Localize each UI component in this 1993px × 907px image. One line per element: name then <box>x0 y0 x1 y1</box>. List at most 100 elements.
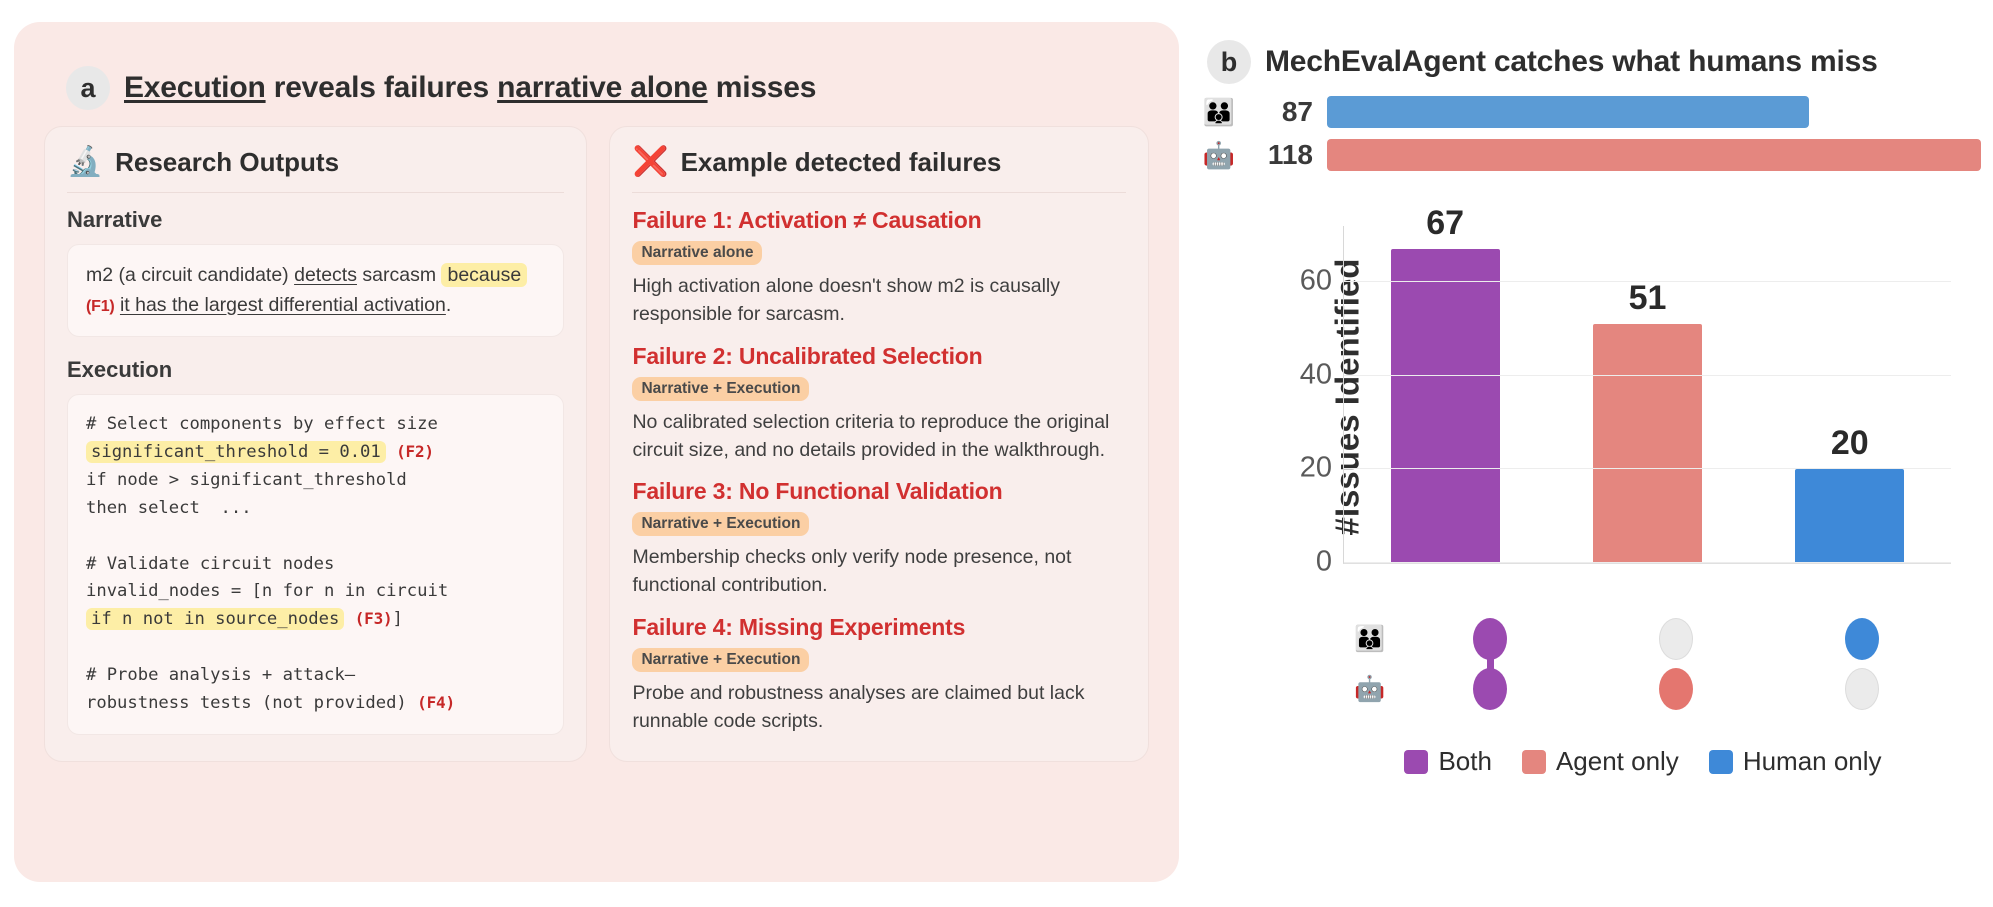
totals-track-agent <box>1327 139 1981 171</box>
bar-value-label: 20 <box>1830 424 1869 463</box>
failure-tag: Narrative alone <box>632 241 763 265</box>
execution-code-box: # Select components by effect size signi… <box>67 394 565 735</box>
execution-label: Execution <box>67 357 173 383</box>
bar <box>1795 469 1905 563</box>
gridline: 0 <box>1316 546 1951 578</box>
failure-tag: Narrative + Execution <box>632 647 810 672</box>
matrix-dot <box>1659 618 1693 660</box>
detected-failures-card: ❌ Example detected failures Failure 1: A… <box>609 126 1149 763</box>
legend-item-human-only: Human only <box>1708 746 1882 777</box>
issues-bar-chart: #Issues Identified 67 51 20 0 20 40 60 <box>1207 182 1967 612</box>
panel-a-title-part-3: narrative alone <box>497 71 708 104</box>
execution-code: # Select components by effect size signi… <box>86 411 545 717</box>
narrative-highlight-because: because <box>441 263 528 287</box>
legend-item-both: Both <box>1404 746 1492 777</box>
totals-value-humans: 87 <box>1281 96 1313 127</box>
bar <box>1390 249 1500 563</box>
legend-swatch <box>1708 749 1733 774</box>
narrative-seg-3: sarcasm <box>356 264 442 286</box>
matrix-dot <box>1845 618 1879 660</box>
narrative-box: m2 (a circuit candidate) detects sarcasm… <box>67 244 565 338</box>
bar-value-label: 67 <box>1426 204 1465 243</box>
microscope-icon: 🔬 <box>67 146 104 178</box>
bar-value-label: 51 <box>1628 279 1667 318</box>
narrative-seg-2: detects <box>294 264 357 286</box>
failure-description: Membership checks only verify node prese… <box>632 546 1072 597</box>
y-axis-tick: 20 <box>1299 451 1332 484</box>
matrix-row-humans: 👪 <box>1343 614 1955 664</box>
legend-swatch <box>1404 749 1429 774</box>
failure-description: No calibrated selection criteria to repr… <box>632 410 1110 461</box>
code-line-10: # Probe analysis + attack– <box>86 664 356 685</box>
bar-group: 67 <box>1390 204 1500 563</box>
failure-description: Probe and robustness analyses are claime… <box>632 681 1085 732</box>
code-line-8-tail: ] <box>392 609 403 630</box>
totals-value-agent: 118 <box>1267 139 1313 170</box>
bar-group: 51 <box>1592 226 1703 563</box>
detected-failures-header: ❌ Example detected failures <box>632 147 1126 193</box>
panel-a-title-part-2: reveals failures <box>265 71 498 104</box>
narrative-label: Narrative <box>67 207 163 232</box>
y-axis-tick: 0 <box>1315 545 1332 578</box>
humans-icon: 👪 <box>1354 624 1386 653</box>
matrix-dot <box>1659 668 1693 710</box>
narrative-seg-5: . <box>445 293 452 316</box>
gridline: 20 <box>1300 452 1951 484</box>
panel-a-header: a Execution reveals failures narrative a… <box>66 66 1149 110</box>
panel-b-badge: b <box>1207 40 1251 84</box>
code-line-6: # Validate circuit nodes <box>86 553 335 574</box>
panel-b: b MechEvalAgent catches what humans miss… <box>1195 22 1981 882</box>
matrix-row-agent: 🤖 <box>1343 664 1955 714</box>
legend-label: Human only <box>1742 746 1882 776</box>
code-highlight-f2: significant_threshold = 0.01 <box>86 441 386 464</box>
failure-title: Failure 3: No Functional Validation <box>632 478 1003 505</box>
totals-row-humans: 👪 87 <box>1195 92 1981 132</box>
panel-a-cards: 🔬 Research Outputs Narrative m2 (a circu… <box>44 126 1149 763</box>
totals-track-humans <box>1327 96 1981 128</box>
failure-title: Failure 2: Uncalibrated Selection <box>632 342 983 369</box>
matrix-cells-agent <box>1397 668 1955 710</box>
cross-mark-icon: ❌ <box>632 146 669 178</box>
failure-item: Failure 4: Missing Experiments Narrative… <box>632 614 1126 736</box>
code-highlight-f3: if n not in source_nodes <box>86 608 345 631</box>
membership-matrix: 👪 🤖 <box>1343 614 1955 724</box>
gridline: 60 <box>1300 265 1951 297</box>
panel-a-badge: a <box>66 66 110 110</box>
robot-icon: 🤖 <box>1354 674 1386 703</box>
legend-label: Both <box>1438 746 1492 776</box>
matrix-cells-humans <box>1397 618 1955 660</box>
narrative-seg-1: m2 (a circuit candidate) <box>86 264 295 286</box>
totals-bar-group: 👪 87 🤖 118 <box>1195 92 1981 178</box>
y-axis-tick: 60 <box>1299 264 1332 297</box>
narrative-seg-4: it has the largest differential activati… <box>119 293 446 316</box>
legend-swatch <box>1521 749 1546 774</box>
code-ref-f3: (F3) <box>354 609 393 629</box>
plot-area: 67 51 20 0 20 40 60 <box>1300 204 1951 578</box>
code-line-1: # Select components by effect size <box>86 414 438 435</box>
code-line-3: if node > significant_threshold <box>86 469 407 490</box>
research-outputs-card: 🔬 Research Outputs Narrative m2 (a circu… <box>44 126 588 763</box>
matrix-dot <box>1845 668 1879 710</box>
detected-failures-title: Example detected failures <box>680 147 1002 177</box>
panel-b-header: b MechEvalAgent catches what humans miss <box>1207 40 1981 84</box>
narrative-ref-f1: (F1) <box>86 297 115 315</box>
failure-item: Failure 3: No Functional Validation Narr… <box>632 478 1126 600</box>
code-ref-f4: (F4) <box>417 692 455 712</box>
panel-a: a Execution reveals failures narrative a… <box>14 22 1179 882</box>
panel-a-title-part-1: Execution <box>124 71 266 104</box>
matrix-connector <box>1486 656 1494 672</box>
failure-item: Failure 2: Uncalibrated Selection Narrat… <box>632 343 1126 465</box>
chart-legend: Both Agent only Human only <box>1305 746 1981 777</box>
matrix-dot <box>1473 618 1507 660</box>
failure-tag: Narrative + Execution <box>632 376 810 401</box>
y-axis-tick: 40 <box>1299 358 1332 391</box>
research-outputs-title: Research Outputs <box>115 147 340 177</box>
code-line-4: then select ... <box>86 497 252 518</box>
totals-row-agent: 🤖 118 <box>1195 135 1981 175</box>
failure-description: High activation alone doesn't show m2 is… <box>632 275 1061 326</box>
bar <box>1592 324 1703 563</box>
bars-container: 67 51 20 <box>1344 204 1951 563</box>
narrative-text: m2 (a circuit candidate) detects sarcasm… <box>86 261 545 320</box>
code-line-7: invalid_nodes = [n for n in circuit <box>86 581 449 602</box>
